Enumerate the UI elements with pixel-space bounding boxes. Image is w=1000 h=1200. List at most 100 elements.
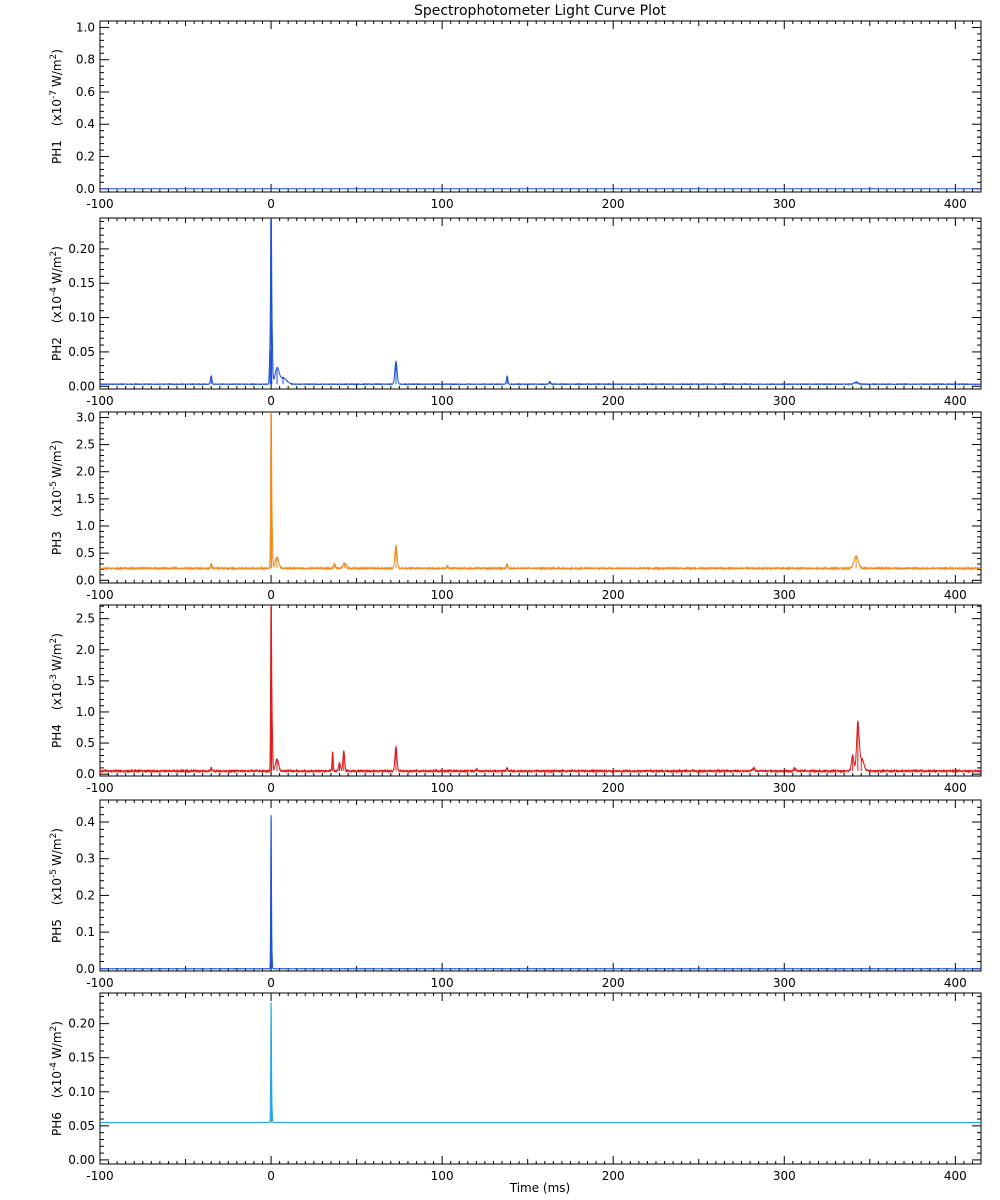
- series-line-ph3: [100, 412, 981, 571]
- y-axis-channel: PH3: [50, 531, 64, 555]
- x-tick-label: 300: [773, 197, 796, 211]
- y-tick-label: 0.05: [68, 1119, 95, 1133]
- x-axis-label: Time (ms): [509, 1181, 571, 1195]
- panels: -100 0 100 200 300 4000.00.20.40.60.81.0PH1(x…: [49, 20, 982, 1183]
- y-tick-label: 1.0: [76, 519, 95, 533]
- y-tick-label: 0.5: [76, 546, 95, 560]
- y-axis-label: PH1 (x10-7 W/m2): [49, 49, 64, 164]
- y-axis-scale-exponent: -4: [49, 287, 59, 296]
- y-axis-unit: W/m: [50, 59, 64, 87]
- panel-ph6: -100 0 100 200 300 400 0.00 0.05 0.10 0.15 0.20 PH6…: [49, 992, 982, 1183]
- y-tick-label: 0.2: [76, 888, 95, 902]
- y-tick-label: 0.20: [68, 242, 95, 256]
- y-tick-label: 2.5: [76, 612, 95, 626]
- y-axis-scale: (x10: [50, 878, 64, 905]
- y-tick-label: 0.15: [68, 276, 95, 290]
- y-axis-unit: W/m: [50, 643, 64, 671]
- panel-ph2: -100 0 100 200 300 400 0.00 0.05 0.10 0.15 0.20 PH2…: [49, 217, 982, 408]
- y-axis-unit-exponent: 2: [49, 1026, 59, 1032]
- x-tick-label: 0: [267, 976, 275, 990]
- y-tick-label: 0.1: [76, 925, 95, 939]
- y-axis-channel: PH2: [50, 337, 64, 361]
- y-axis-scale-exponent: -5: [49, 481, 59, 490]
- panel-frame: [99, 604, 982, 777]
- y-tick-label: 0.6: [76, 85, 95, 99]
- series-line-ph5: [100, 815, 981, 970]
- x-tick-label: 100: [431, 197, 454, 211]
- y-tick-label: 0.5: [76, 736, 95, 750]
- y-axis-label: PH5 (x10-5 W/m2): [49, 828, 64, 943]
- y-tick-label: 0.0: [76, 962, 95, 976]
- x-tick-label: 100: [431, 1169, 454, 1183]
- y-axis-channel: PH6: [50, 1112, 64, 1136]
- x-tick-label: -100: [86, 197, 113, 211]
- x-tick-label: -100: [86, 781, 113, 795]
- y-tick-label: 1.5: [76, 674, 95, 688]
- chart-title: Spectrophotometer Light Curve Plot: [414, 3, 667, 19]
- x-tick-label: 300: [773, 394, 796, 408]
- y-tick-label: 0.00: [68, 379, 95, 393]
- y-axis-label: PH3 (x10-5 W/m2): [49, 440, 64, 555]
- y-axis-close-paren: ): [50, 828, 64, 833]
- y-axis-unit: W/m: [50, 1031, 64, 1059]
- panel-ph5: -100 0 100 200 300 400 0.0 0.1 0.2 0.3 0.4 PH5 (x10-…: [49, 799, 982, 990]
- y-tick-label: 0.2: [76, 150, 95, 164]
- x-tick-label: 300: [773, 781, 796, 795]
- x-tick-label: -100: [86, 976, 113, 990]
- x-tick-label: 400: [944, 781, 967, 795]
- x-tick-label: -100: [86, 394, 113, 408]
- panel-frame: [99, 992, 982, 1165]
- y-tick-label: 0.10: [68, 311, 95, 325]
- y-axis-channel: PH1: [50, 140, 64, 164]
- y-axis-label: PH4 (x10-3 W/m2): [49, 633, 64, 748]
- y-axis-close-paren: ): [50, 633, 64, 638]
- y-tick-label: 1.5: [76, 492, 95, 506]
- y-axis-scale: (x10: [50, 296, 64, 323]
- x-tick-label: 300: [773, 588, 796, 602]
- x-tick-label: 100: [431, 588, 454, 602]
- panel-frame: [99, 411, 982, 584]
- x-tick-label: 200: [602, 197, 625, 211]
- panel-ph1: -100 0 100 200 300 400 0.0 0.2 0.4 0.6 0.8 1.0 PH1 (x…: [49, 20, 982, 211]
- y-axis-channel: PH4: [50, 724, 64, 748]
- x-tick-label: 100: [431, 781, 454, 795]
- series-line-ph2: [100, 218, 981, 386]
- y-axis-unit-exponent: 2: [49, 445, 59, 451]
- x-tick-label: 200: [602, 781, 625, 795]
- y-tick-label: 3.0: [76, 410, 95, 424]
- y-axis-scale: (x10: [50, 1071, 64, 1098]
- y-axis-scale: (x10: [50, 683, 64, 710]
- panel-frame: [99, 799, 982, 972]
- y-axis-scale-exponent: -4: [49, 1062, 59, 1071]
- y-axis-scale: (x10: [50, 490, 64, 517]
- x-tick-label: 0: [267, 1169, 275, 1183]
- y-axis-close-paren: ): [50, 440, 64, 445]
- y-axis-channel: PH5: [50, 919, 64, 943]
- y-axis-unit-exponent: 2: [49, 54, 59, 60]
- y-tick-label: 0.00: [68, 1153, 95, 1167]
- x-tick-label: 200: [602, 588, 625, 602]
- y-axis-unit-exponent: 2: [49, 833, 59, 839]
- y-tick-label: 0.15: [68, 1051, 95, 1065]
- x-tick-label: 200: [602, 1169, 625, 1183]
- y-axis-close-paren: ): [50, 1021, 64, 1026]
- y-axis-scale-exponent: -5: [49, 869, 59, 878]
- y-tick-label: 1.0: [76, 20, 95, 34]
- x-tick-label: 0: [267, 394, 275, 408]
- panel-frame: [99, 20, 982, 193]
- y-tick-label: 0.0: [76, 767, 95, 781]
- x-tick-label: 0: [267, 588, 275, 602]
- y-axis-label: PH6 (x10-4 W/m2): [49, 1021, 64, 1136]
- x-tick-label: 400: [944, 976, 967, 990]
- x-tick-label: 400: [944, 394, 967, 408]
- x-tick-label: -100: [86, 588, 113, 602]
- y-axis-label: PH2 (x10-4 W/m2): [49, 246, 64, 361]
- y-tick-label: 0.20: [68, 1017, 95, 1031]
- y-axis-scale-exponent: -7: [49, 90, 59, 99]
- y-tick-label: 0.4: [76, 815, 95, 829]
- y-axis-scale-exponent: -3: [49, 674, 59, 683]
- x-tick-label: 100: [431, 394, 454, 408]
- y-tick-label: 0.4: [76, 117, 95, 131]
- y-tick-label: 0.0: [76, 182, 95, 196]
